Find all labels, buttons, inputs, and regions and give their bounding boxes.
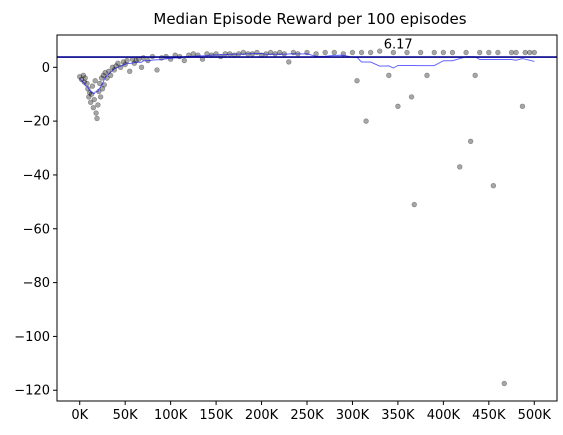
scatter-point	[181, 57, 187, 64]
scatter-point	[138, 64, 145, 70]
scatter-point	[140, 55, 147, 61]
scatter-point	[85, 86, 91, 92]
scatter-point	[519, 103, 526, 110]
scatter-point	[440, 49, 447, 56]
scatter-point	[92, 78, 98, 84]
x-axis: 0K 50K 100K 150K 200K 250K 300K 350K 400K 450K 500…	[71, 401, 551, 423]
scatter-point	[377, 48, 383, 54]
y-axis: 0 −20 −40 −60 −80 −100 −120	[14, 61, 57, 399]
scatter-point	[522, 49, 528, 56]
scatter-point	[457, 164, 463, 170]
scatter-point	[254, 49, 260, 56]
scatter-point	[124, 57, 130, 64]
scatter-point	[107, 72, 114, 79]
scatter-point	[331, 49, 337, 56]
scatter-point	[513, 49, 519, 56]
scatter-point	[431, 49, 437, 56]
scatter-point	[490, 183, 497, 189]
scatter-point	[286, 59, 292, 65]
scatter-point	[358, 49, 365, 56]
scatter-point	[472, 72, 478, 79]
y-tick-label: 0	[42, 61, 50, 76]
y-tick-label: −40	[23, 168, 50, 183]
x-tick-label: 350K	[381, 408, 415, 423]
y-tick-label: −120	[14, 384, 50, 399]
scatter-point	[190, 51, 197, 57]
scatter-point	[78, 76, 85, 83]
scatter-points	[77, 48, 537, 387]
scatter-point	[222, 51, 228, 57]
scatter-point	[115, 60, 121, 66]
scatter-point	[386, 72, 392, 79]
scatter-point	[395, 103, 401, 110]
scatter-point	[127, 68, 133, 75]
scatter-point	[495, 49, 501, 56]
scatter-point	[120, 59, 127, 65]
scatter-point	[93, 110, 99, 116]
scatter-point	[97, 80, 103, 87]
x-tick-label: 500K	[518, 408, 552, 423]
scatter-point	[91, 96, 97, 103]
x-tick-label: 400K	[427, 408, 461, 423]
scatter-point	[82, 75, 88, 81]
scatter-point	[449, 49, 456, 56]
scatter-point	[411, 201, 417, 208]
scatter-point	[95, 102, 101, 108]
scatter-point	[367, 49, 374, 56]
x-tick-label: 250K	[290, 408, 324, 423]
scatter-point	[98, 75, 105, 81]
scatter-point	[424, 72, 430, 79]
scatter-point	[531, 49, 537, 56]
scatter-point	[408, 94, 415, 100]
scatter-point	[390, 49, 397, 56]
scatter-point	[100, 72, 107, 79]
scatter-point	[404, 49, 410, 56]
x-tick-label: 200K	[245, 408, 279, 423]
trend-line	[79, 52, 535, 95]
scatter-point	[80, 72, 87, 79]
scatter-point	[99, 86, 106, 92]
scatter-point	[97, 94, 104, 100]
scatter-point	[90, 104, 97, 111]
chart-title: Median Episode Reward per 100 episodes	[153, 10, 466, 28]
scatter-point	[86, 94, 92, 100]
best-value-annotation: 6.17	[384, 38, 413, 53]
scatter-point	[111, 67, 117, 73]
scatter-point	[486, 49, 492, 56]
scatter-point	[89, 83, 96, 89]
scatter-point	[213, 51, 219, 57]
scatter-point	[501, 380, 507, 387]
scatter-point	[154, 67, 160, 73]
plot-frame	[56, 34, 558, 402]
x-tick-label: 150K	[199, 408, 233, 423]
scatter-point	[87, 99, 94, 105]
reference-lines	[57, 52, 557, 95]
scatter-point	[508, 49, 515, 56]
scatter-point	[102, 69, 108, 76]
x-tick-label: 0K	[71, 408, 88, 423]
x-tick-label: 50K	[113, 408, 139, 423]
scatter-point	[322, 49, 328, 56]
scatter-point	[94, 115, 100, 122]
scatter-point	[349, 49, 356, 56]
scatter-point	[417, 49, 424, 56]
y-tick-label: −100	[14, 330, 50, 345]
scatter-point	[463, 49, 469, 56]
scatter-point	[477, 49, 483, 56]
x-tick-label: 300K	[336, 408, 370, 423]
y-tick-label: −60	[23, 222, 50, 237]
scatter-point	[363, 118, 369, 124]
scatter-point	[467, 138, 474, 145]
scatter-point	[527, 49, 533, 56]
scatter-point	[77, 74, 83, 80]
y-tick-label: −80	[23, 276, 50, 291]
y-tick-label: −20	[23, 115, 50, 130]
x-tick-label: 450K	[472, 408, 506, 423]
scatter-point	[267, 49, 274, 56]
scatter-point	[109, 64, 116, 70]
scatter-point	[354, 78, 360, 84]
x-tick-label: 100K	[154, 408, 188, 423]
